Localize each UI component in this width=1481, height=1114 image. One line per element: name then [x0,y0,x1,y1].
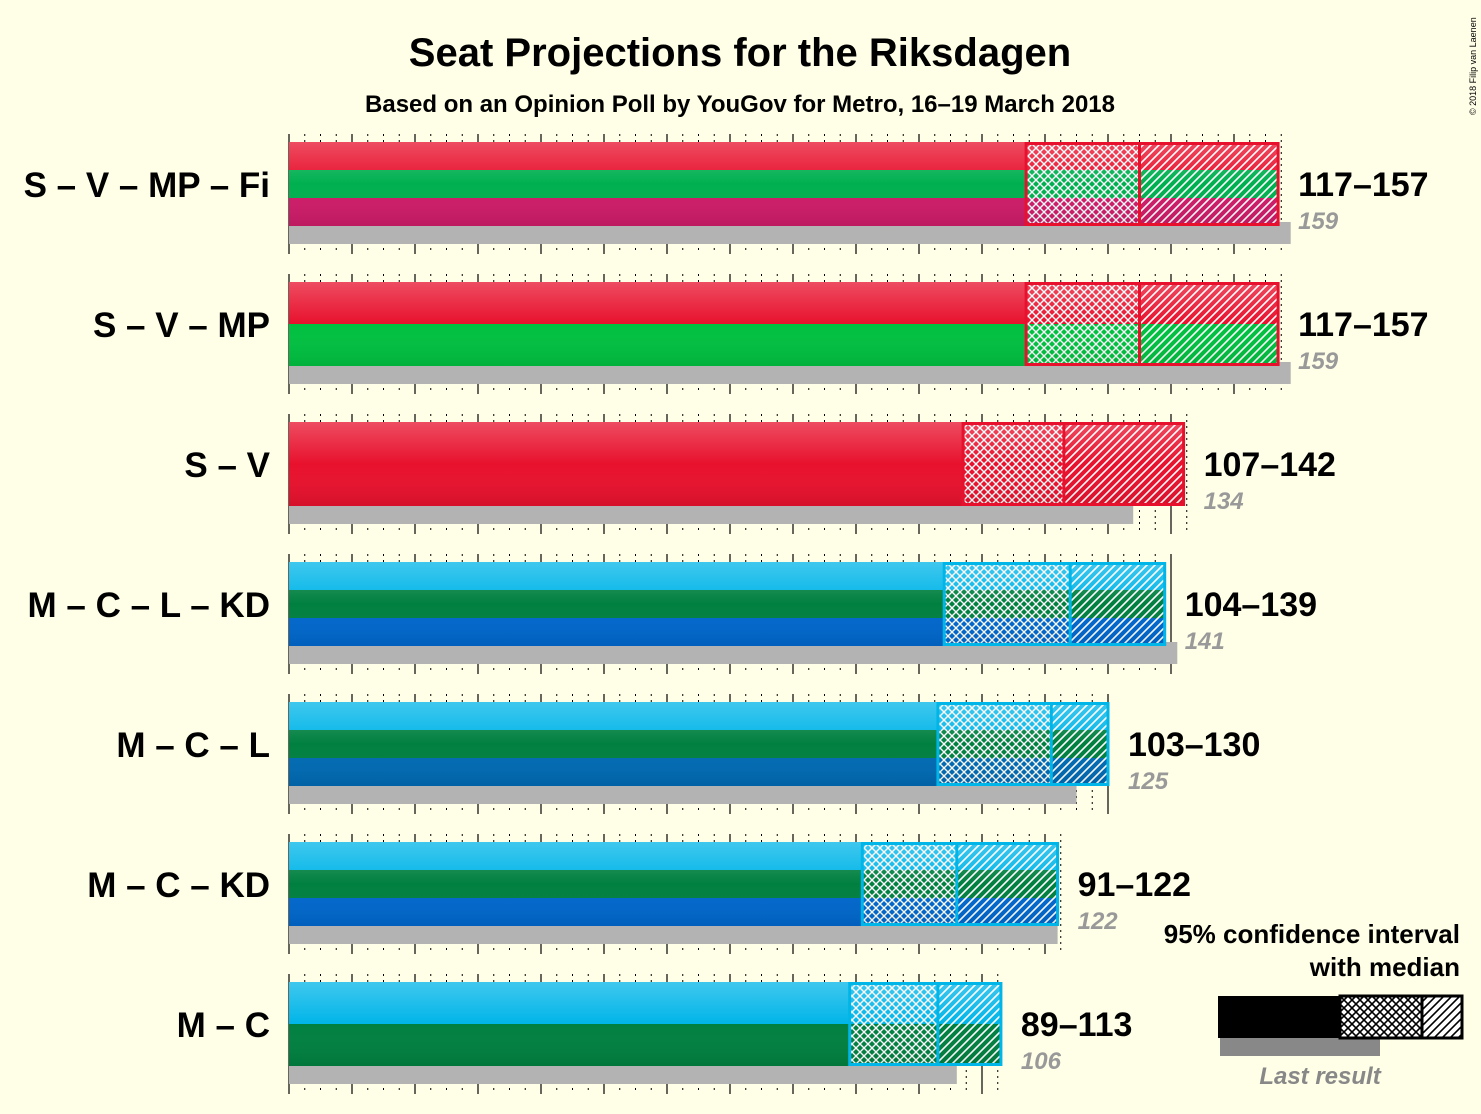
last-result-label: 134 [1204,488,1244,515]
last-result-bar [289,222,1291,244]
chart-subtitle: Based on an Opinion Poll by YouGov for M… [365,91,1115,118]
last-result-bar [289,1062,957,1084]
ci-outline [1024,282,1280,366]
coalition-row: S – V – MP – Fi 117–157 159 [24,134,1429,254]
bar-shine [289,982,1001,1066]
legend-last-result: Last result [1259,1063,1381,1090]
coalition-row: S – V 107–142 134 [184,414,1336,534]
range-label: 117–157 [1298,166,1429,204]
coalition-rows: S – V – MP – Fi 117–157 159 S – V – MP 117–1… [24,134,1429,1094]
coalition-label: S – V – MP – Fi [24,166,270,205]
coalition-row: S – V – MP 117–157 159 [93,274,1429,394]
bar-shine [289,422,1184,506]
last-result-bar [289,642,1178,664]
coalition-label: M – C [177,1006,270,1045]
last-result-bar [289,922,1058,944]
coalition-row: M – C 89–113 106 [177,974,1133,1094]
ci-outline [936,702,1110,786]
legend: 95% confidence interval with median Last… [1164,919,1464,1090]
legend-line1: 95% confidence interval [1164,919,1460,949]
range-label: 103–130 [1128,726,1260,764]
chart-title: Seat Projections for the Riksdagen [409,31,1071,75]
range-label: 107–142 [1204,446,1336,484]
range-label: 91–122 [1078,866,1191,904]
last-result-label: 106 [1021,1048,1062,1075]
bar-shine [289,142,1279,226]
coalition-label: S – V [184,446,270,485]
legend-last-result-bar [1220,1036,1380,1056]
last-result-label: 125 [1128,768,1169,795]
coalition-label: S – V – MP [93,306,270,345]
last-result-bar [289,502,1134,524]
coalition-row: M – C – KD 91–122 122 [87,834,1191,954]
bar-shine [289,562,1165,646]
last-result-label: 122 [1078,908,1119,935]
ci-outline [942,562,1167,646]
coalition-label: M – C – KD [87,866,270,905]
coalition-label: M – C – L – KD [28,586,270,625]
range-label: 117–157 [1298,306,1429,344]
bar-shine [289,282,1279,366]
last-result-label: 159 [1298,208,1339,235]
last-result-bar [289,782,1077,804]
legend-solid-bar [1218,996,1340,1038]
coalition-label: M – C – L [116,726,270,765]
legend-diaghatch-pattern [1422,996,1462,1038]
legend-outline [1338,994,1464,1040]
range-label: 104–139 [1185,586,1317,624]
last-result-bar [289,362,1291,384]
legend-crosshatch-pattern [1340,996,1422,1038]
range-label: 89–113 [1021,1006,1133,1044]
ci-outline [848,982,1003,1066]
coalition-row: M – C – L – KD 104–139 141 [28,554,1317,674]
last-result-label: 159 [1298,348,1339,375]
bar-shine [289,702,1108,786]
ci-outline [1024,142,1280,226]
copyright: © 2018 Filip van Laenen [1468,17,1478,115]
coalition-row: M – C – L 103–130 125 [116,694,1260,814]
bar-shine [289,842,1058,926]
legend-line2: with median [1309,952,1460,982]
ci-outline [961,422,1186,506]
last-result-label: 141 [1185,628,1225,655]
ci-outline [860,842,1060,926]
